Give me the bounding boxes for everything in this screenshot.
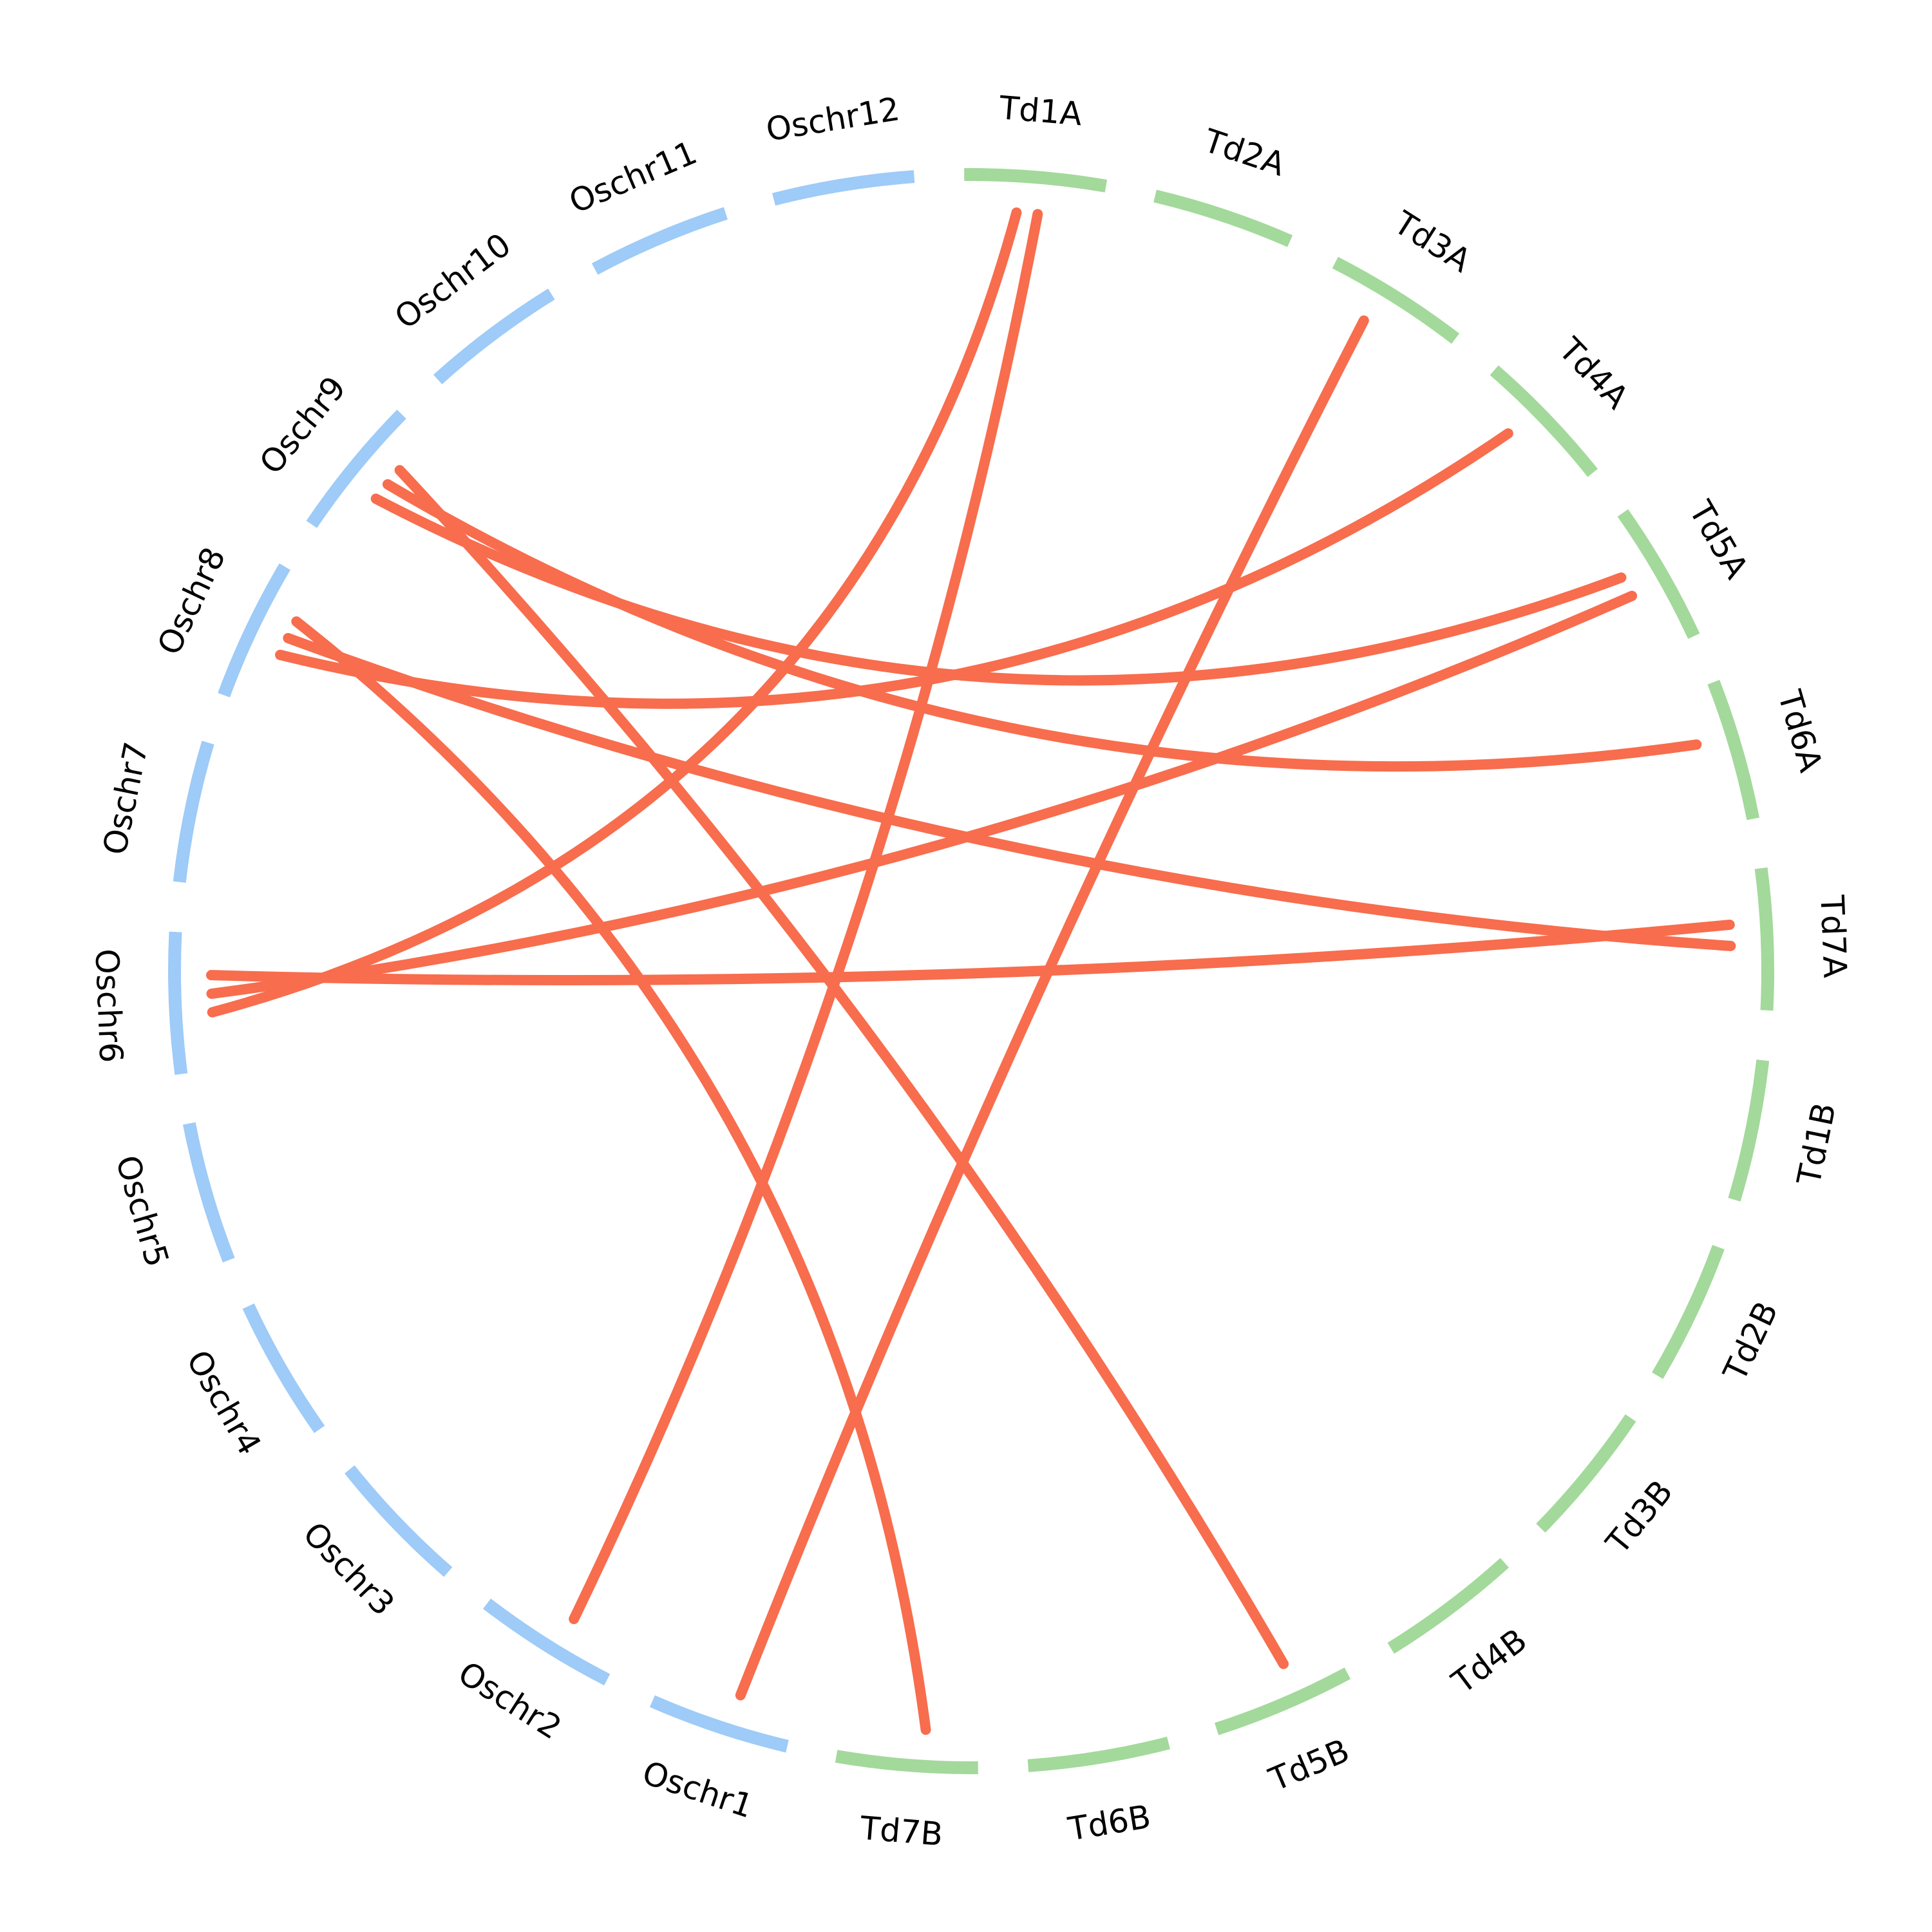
chromosome-label-td7a: Td7A xyxy=(1813,894,1853,979)
link-td1a-oschr6 xyxy=(207,207,1022,1018)
chromosome-label-td6a: Td6A xyxy=(1770,686,1830,776)
chromosome-label-oschr8: Oschr8 xyxy=(150,542,232,661)
chromosome-arc-oschr2 xyxy=(482,1598,611,1686)
chromosome-label-oschr11: Oschr11 xyxy=(564,134,703,221)
link-td6a-oschr9 xyxy=(382,479,1702,772)
chromosome-arc-td2b xyxy=(1652,1245,1725,1379)
chromosome-label-td5a: Td5A xyxy=(1681,494,1756,585)
link-td7a-oschr8 xyxy=(283,632,1736,951)
link-td4a-oschr8 xyxy=(275,428,1513,709)
chromosome-arc-td6a xyxy=(1707,679,1759,820)
chromosome-arc-oschr8 xyxy=(218,563,290,697)
chromosome-arc-td5b xyxy=(1215,1667,1351,1736)
chromosome-label-td2a: Td2A xyxy=(1199,122,1290,184)
chromosome-label-oschr3: Oschr3 xyxy=(296,1515,401,1623)
chromosome-label-td3b: Td3B xyxy=(1598,1473,1680,1562)
link-td1a-oschr2 xyxy=(569,209,1043,1624)
chromosome-arc-td3a xyxy=(1332,256,1460,344)
chromosome-label-oschr7: Oschr7 xyxy=(96,739,155,858)
link-td5b-oschr9 xyxy=(394,465,1289,1669)
chromosome-arc-oschr3 xyxy=(345,1465,453,1577)
chromosome-label-td1a: Td1A xyxy=(998,89,1084,133)
chromosome-label-td6b: Td6B xyxy=(1065,1798,1153,1848)
chromosome-label-td4b: Td4B xyxy=(1444,1622,1533,1701)
chromosome-arc-oschr7 xyxy=(173,741,214,883)
chromosome-arc-td7a xyxy=(1754,867,1774,1011)
link-td7b-oschr8 xyxy=(291,616,931,1735)
chromosome-arc-oschr4 xyxy=(242,1303,325,1434)
chromosome-label-td4a: Td4A xyxy=(1551,330,1635,416)
chromosome-label-oschr2: Oschr2 xyxy=(451,1654,568,1747)
chromosome-label-oschr6: Oschr6 xyxy=(88,948,130,1063)
chromosome-arc-oschr10 xyxy=(433,289,555,384)
chromosome-label-oschr12: Oschr12 xyxy=(764,90,902,149)
chromosome-arc-oschr11 xyxy=(591,207,728,275)
chromosome-label-td1b: Td1B xyxy=(1790,1100,1843,1189)
chromosome-arc-td5a xyxy=(1617,509,1700,639)
chromosome-label-oschr4: Oschr4 xyxy=(179,1344,269,1461)
chromosome-label-oschr1: Oschr1 xyxy=(638,1754,757,1825)
chromosome-arc-oschr9 xyxy=(306,410,406,528)
chromosome-label-td7b: Td7B xyxy=(858,1809,945,1853)
chromosome-label-td2b: Td2B xyxy=(1716,1296,1785,1387)
chromosome-arc-oschr12 xyxy=(772,170,915,206)
chromosome-arc-oschr1 xyxy=(649,1695,789,1753)
chromosome-arc-td7b xyxy=(835,1750,978,1774)
chromosome-arc-oschr6 xyxy=(168,931,188,1075)
synteny-links xyxy=(206,207,1736,1735)
chromosome-arc-td3b xyxy=(1536,1414,1636,1533)
chromosome-arc-td1b xyxy=(1728,1059,1770,1202)
chromosome-arc-oschr5 xyxy=(183,1122,235,1263)
chromosome-label-oschr9: Oschr9 xyxy=(252,370,354,482)
chromosome-label-oschr5: Oschr5 xyxy=(108,1151,176,1271)
chromosome-label-oschr10: Oschr10 xyxy=(388,226,518,337)
chromosome-arc-td1a xyxy=(964,168,1108,193)
chromosome-segments xyxy=(168,168,1774,1774)
link-td7a-oschr6 xyxy=(206,919,1735,986)
link-td5a-oschr6 xyxy=(206,591,1638,999)
chromosome-label-td3a: Td3A xyxy=(1387,204,1477,279)
chromosome-arc-td2a xyxy=(1153,189,1293,247)
chromosome-label-td5b: Td5B xyxy=(1264,1732,1355,1799)
link-td3a-oschr1 xyxy=(735,315,1369,1701)
chromosome-arc-td4b xyxy=(1387,1558,1510,1654)
chromosome-arc-td4a xyxy=(1490,365,1598,477)
chromosome-arc-td6b xyxy=(1027,1736,1170,1772)
